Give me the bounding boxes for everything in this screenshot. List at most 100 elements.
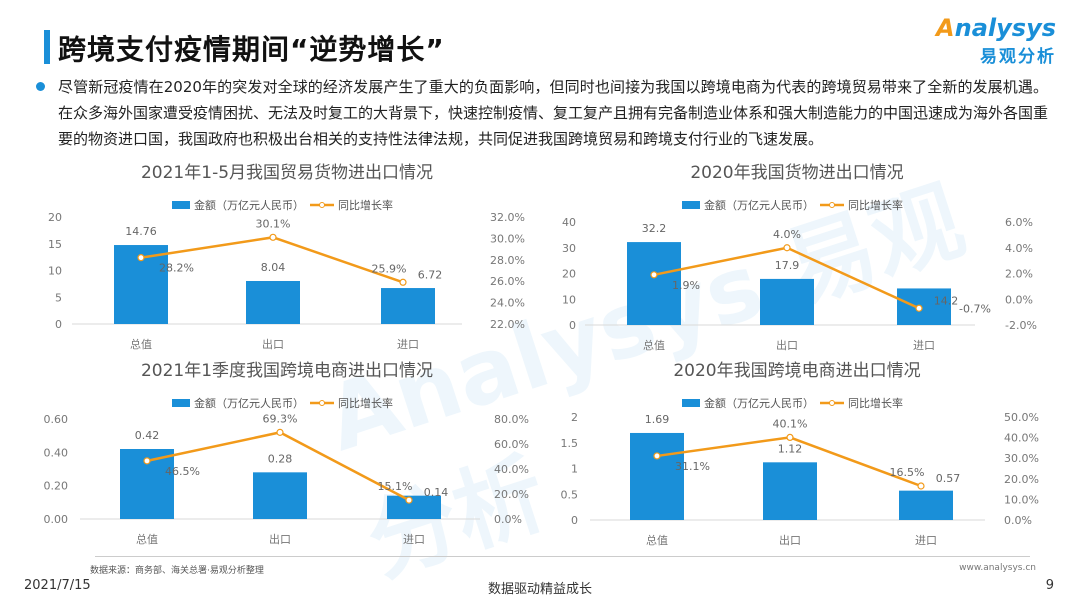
y-tick-label: 20 [48,211,62,224]
legend-label: 同比增长率 [848,396,903,410]
y2-tick-label: 2.0% [1005,268,1033,281]
y2-tick-label: 4.0% [1005,242,1033,255]
x-tick-label: 总值 [643,338,665,352]
bar [381,288,435,324]
x-tick-label: 出口 [779,533,801,547]
x-tick-label: 进口 [403,533,425,546]
chart-title: 2021年1-5月我国贸易货物进出口情况 [141,163,433,183]
growth-value-label: -0.7% [959,302,991,315]
bar-value-label: 0.57 [936,472,961,485]
y-tick-label: 0.40 [44,446,69,459]
y-tick-label: 15 [48,238,62,251]
growth-point [783,244,791,252]
y2-tick-label: 0.0% [494,513,522,526]
bar-value-label: 1.69 [645,413,670,426]
growth-value-label: 28.2% [159,262,194,275]
bar [760,278,814,325]
y2-tick-label: 20.0% [1004,473,1039,486]
bar [253,472,307,519]
y-tick-label: 5 [55,291,62,304]
x-tick-label: 出口 [776,338,798,352]
legend-bar-swatch [172,399,190,407]
growth-point [915,304,923,312]
bar [630,432,684,520]
y2-tick-label: -2.0% [1005,319,1037,332]
website: www.analysys.cn [959,563,1036,573]
data-source: 数据来源：商务部、海关总署·易观分析整理 [90,566,264,576]
bar-value-label: 17.9 [775,259,800,272]
y2-tick-label: 40.0% [1004,432,1039,445]
y2-tick-label: 40.0% [494,463,529,476]
bar [899,490,953,520]
logo: Analysys 易观分析 [936,14,1056,67]
y-tick-label: 20 [562,268,576,281]
page-title: 跨境支付疫情期间“逆势增长” [58,33,445,66]
growth-value-label: 46.5% [165,465,200,478]
growth-value-label: 69.3% [263,412,298,425]
bar-value-label: 32.2 [642,222,667,235]
date: 2021/7/15 [24,578,91,593]
y2-tick-label: 10.0% [1004,493,1039,506]
y-tick-label: 0.60 [44,413,69,426]
bar [763,462,817,520]
legend-label: 金额（万亿元人民币） [704,396,814,410]
y2-tick-label: 0.0% [1004,514,1032,527]
growth-value-label: 40.1% [773,417,808,430]
growth-value-label: 30.1% [256,217,291,230]
legend-label: 金额（万亿元人民币） [194,198,304,212]
y-tick-label: 10 [48,265,62,278]
bullet-icon [36,82,45,91]
y2-tick-label: 30.0% [1004,452,1039,465]
page-number: 9 [1045,578,1054,593]
bar-value-label: 0.42 [135,429,160,442]
growth-value-label: 16.5% [890,466,925,479]
growth-point [653,452,661,460]
x-tick-label: 总值 [130,337,152,351]
growth-value-label: 31.1% [675,460,710,473]
bar [246,280,300,324]
growth-point [276,428,284,436]
x-tick-label: 进口 [397,338,419,351]
y-tick-label: 1 [571,463,578,476]
growth-point [650,271,658,279]
legend-line-marker [829,202,835,208]
y-tick-label: 0.5 [561,488,579,501]
y2-tick-label: 6.0% [1005,216,1033,229]
y2-tick-label: 26.0% [490,275,525,288]
growth-value-label: 1.9% [672,279,700,292]
legend-bar-swatch [172,201,190,209]
y2-tick-label: 20.0% [494,488,529,501]
bar-value-label: 0.28 [268,452,293,465]
legend-label: 金额（万亿元人民币） [194,396,304,410]
bar-value-label: 0.14 [424,486,449,499]
slogan: 数据驱动精益成长 [487,582,592,597]
intro-paragraph: 尽管新冠疫情在2020年的突发对全球的经济发展产生了重大的负面影响，但同时也间接… [58,78,1049,148]
growth-value-label: 4.0% [773,228,801,241]
title-accent-bar [44,30,50,64]
bar-value-label: 6.72 [418,268,443,281]
legend-label: 同比增长率 [848,198,903,212]
divider [95,556,1030,557]
growth-point [917,482,925,490]
bar [387,495,441,519]
growth-point [143,457,151,465]
y-tick-label: 10 [562,293,576,306]
chart-title: 2020年我国货物进出口情况 [690,163,903,183]
bar-value-label: 8.04 [261,261,286,274]
bar-value-label: 14.76 [125,225,157,238]
y-tick-label: 0 [571,514,578,527]
growth-point [137,254,145,262]
growth-point [269,233,277,241]
growth-value-label: 25.9% [372,262,407,275]
y2-tick-label: 50.0% [1004,411,1039,424]
growth-point [399,278,407,286]
legend-line-marker [319,400,325,406]
y-tick-label: 0.20 [44,480,69,493]
x-tick-label: 进口 [913,339,935,352]
y-tick-label: 30 [562,242,576,255]
growth-point [786,433,794,441]
legend-bar-swatch [682,399,700,407]
x-tick-label: 总值 [136,532,158,546]
y-tick-label: 1.5 [561,437,579,450]
y2-tick-label: 32.0% [490,211,525,224]
